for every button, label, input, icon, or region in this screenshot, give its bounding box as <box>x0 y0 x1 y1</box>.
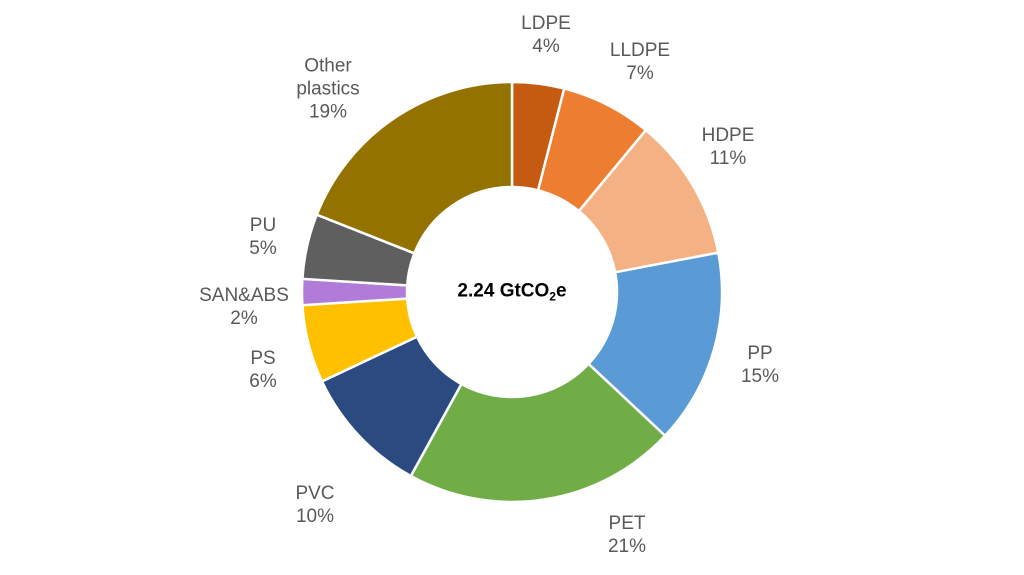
label-san-abs: SAN&ABS 2% <box>199 285 289 329</box>
label-pet: PET 21% <box>607 513 647 557</box>
label-pu: PU 5% <box>249 215 277 259</box>
label-ps: PS 6% <box>249 348 277 392</box>
slice-other-plastics <box>315 80 514 255</box>
label-pvc: PVC 10% <box>295 483 335 527</box>
label-lldpe: LLDPE 7% <box>609 40 671 84</box>
label-ldpe: LDPE 4% <box>521 13 571 57</box>
label-pp: PP 15% <box>740 343 780 387</box>
slice-pp <box>586 251 724 438</box>
label-other-plastics: Other plastics 19% <box>296 55 360 123</box>
slice-pet <box>409 362 667 504</box>
center-total-label: 2.24 GtCO2e <box>457 280 567 304</box>
label-hdpe: HDPE 11% <box>701 125 755 169</box>
